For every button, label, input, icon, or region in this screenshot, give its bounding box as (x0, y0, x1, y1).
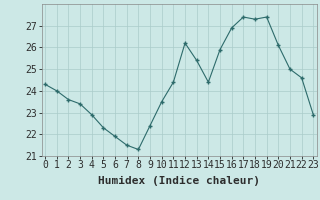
X-axis label: Humidex (Indice chaleur): Humidex (Indice chaleur) (98, 176, 260, 186)
